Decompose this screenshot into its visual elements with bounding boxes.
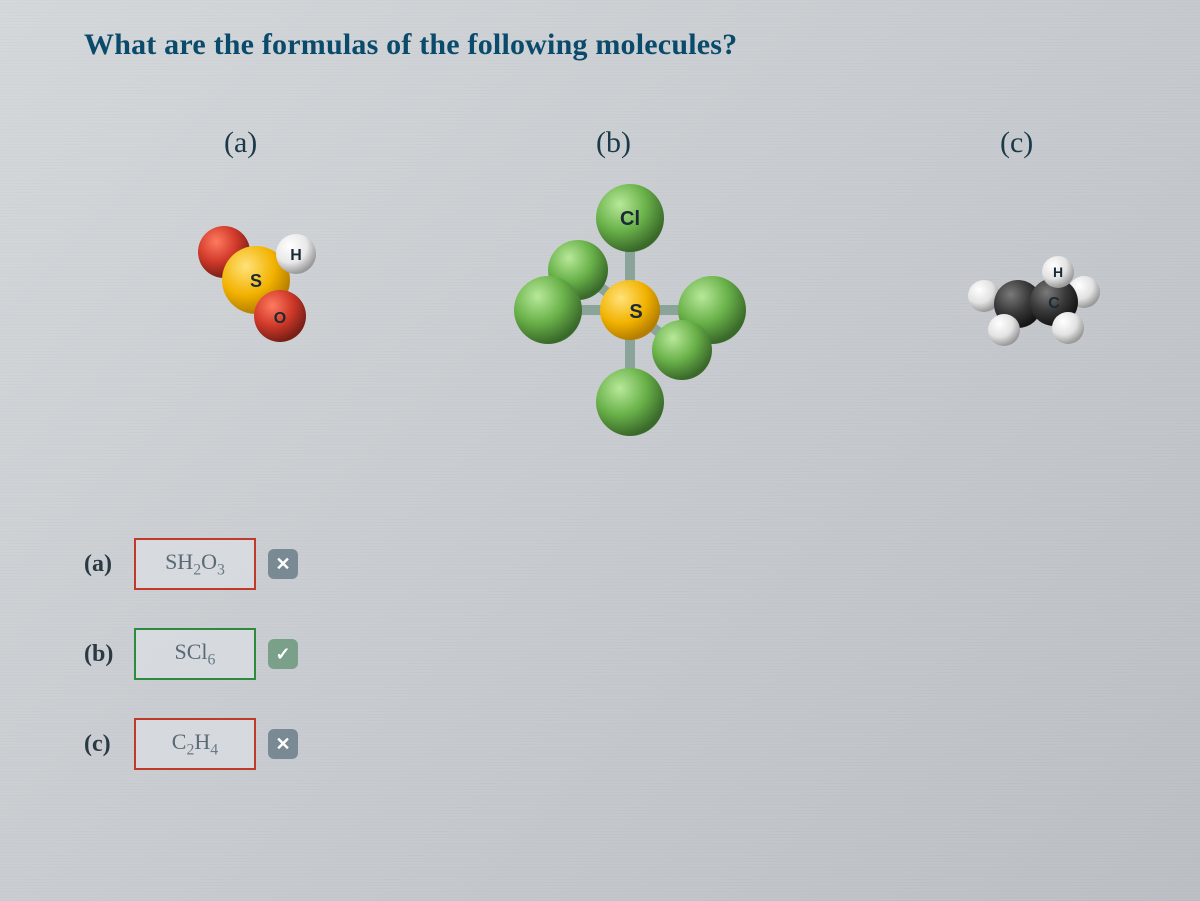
atom-label-o: O — [274, 310, 286, 327]
molecule-a: S H O — [184, 210, 344, 360]
answer-row-b: (b) SCl6 ✓ — [84, 628, 298, 680]
answer-prefix: (b) — [84, 641, 124, 668]
atom-label-s: S — [629, 301, 642, 323]
atom-label-h: H — [1053, 264, 1063, 280]
part-label-b: (b) — [596, 126, 631, 160]
answer-formula: SCl6 — [175, 639, 216, 669]
answer-formula: C2H4 — [172, 729, 218, 759]
check-icon: ✓ — [268, 639, 298, 669]
answers-block: (a) SH2O3 ✕ (b) SCl6 ✓ (c) C2H4 ✕ — [84, 538, 298, 808]
atom-hydrogen — [988, 314, 1020, 346]
part-label-a: (a) — [224, 126, 257, 160]
question-text: What are the formulas of the following m… — [84, 28, 737, 62]
answer-input-b[interactable]: SCl6 — [134, 628, 256, 680]
answer-input-a[interactable]: SH2O3 — [134, 538, 256, 590]
answer-formula: SH2O3 — [165, 549, 225, 579]
answer-row-a: (a) SH2O3 ✕ — [84, 538, 298, 590]
molecule-c: C H — [950, 236, 1120, 366]
atom-hydrogen — [1052, 312, 1084, 344]
atom-label-cl: Cl — [620, 208, 640, 230]
wrong-icon: ✕ — [268, 729, 298, 759]
atom-chlorine — [514, 276, 582, 344]
atom-label-c: C — [1048, 295, 1060, 312]
atom-chlorine — [596, 368, 664, 436]
molecule-b: Cl S — [490, 170, 770, 450]
atom-label-s: S — [250, 271, 262, 291]
atom-chlorine — [652, 320, 712, 380]
answer-row-c: (c) C2H4 ✕ — [84, 718, 298, 770]
wrong-icon: ✕ — [268, 549, 298, 579]
answer-input-c[interactable]: C2H4 — [134, 718, 256, 770]
answer-prefix: (a) — [84, 551, 124, 578]
answer-prefix: (c) — [84, 731, 124, 758]
atom-label-h: H — [290, 247, 302, 264]
part-label-c: (c) — [1000, 126, 1033, 160]
